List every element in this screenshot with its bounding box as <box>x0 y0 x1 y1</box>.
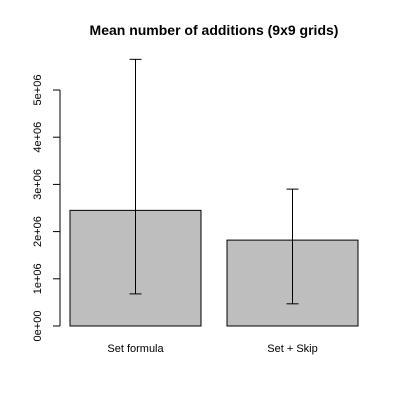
y-tick-label-0: 0e+00 <box>32 311 44 342</box>
x-axis-labels: Set formula Set + Skip <box>107 343 317 355</box>
y-tick-label-4: 4e+06 <box>32 122 44 153</box>
y-tick-label-1: 1e+06 <box>32 263 44 294</box>
y-tick-label-5: 5e+06 <box>32 75 44 106</box>
y-axis: 0e+00 1e+06 2e+06 3e+06 4e+06 5e+06 <box>32 75 60 342</box>
x-tick-label-1: Set + Skip <box>267 343 317 355</box>
y-tick-label-2: 2e+06 <box>32 216 44 247</box>
bars <box>70 59 358 326</box>
x-tick-label-0: Set formula <box>107 343 164 355</box>
chart-title: Mean number of additions (9x9 grids) <box>90 22 339 38</box>
y-tick-label-3: 3e+06 <box>32 169 44 200</box>
